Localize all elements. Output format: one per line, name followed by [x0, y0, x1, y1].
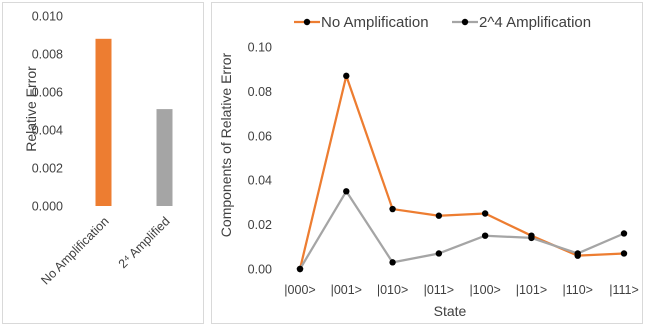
- bar-chart: 0.000 0.002 0.004 0.006 0.008 0.010 No Amplif…: [23, 10, 173, 288]
- bar-chart-y-tick-label: 0.008: [32, 48, 63, 62]
- line-chart-y-tick-label: 0.10: [248, 41, 272, 55]
- line-chart-y-tick-label: 0.04: [248, 174, 272, 188]
- line-chart-x-tick-label: |101>: [516, 283, 547, 297]
- series-line: [298, 74, 625, 270]
- line-chart-y-tick-label: 0.08: [248, 85, 272, 99]
- line-chart-panel: No Amplification 2^4 Amplification 0.00 0.…: [211, 2, 643, 324]
- line-chart-y-tick-label: 0.00: [248, 263, 272, 277]
- bar: [156, 109, 173, 206]
- line-chart-y-tick-label: 0.06: [248, 129, 272, 143]
- data-point: [481, 232, 489, 239]
- data-point: [528, 234, 535, 242]
- data-point: [620, 250, 628, 257]
- data-point: [574, 250, 581, 257]
- data-point: [343, 188, 350, 195]
- data-point: [620, 230, 628, 237]
- line-chart-x-tick-label: |011>: [424, 283, 454, 297]
- legend-label: 2^4 Amplification: [479, 14, 591, 31]
- data-point: [435, 250, 443, 257]
- bar-chart-y-tick-label: 0.006: [32, 86, 63, 100]
- bar: [95, 38, 112, 206]
- bar-chart-y-tick-label: 0.000: [32, 200, 63, 214]
- bar-chart-y-tick-label: 0.004: [32, 124, 63, 138]
- bar-chart-y-tick-label: 0.002: [32, 162, 63, 176]
- bar-chart-x-tick-label: No Amplification: [38, 214, 111, 287]
- data-point: [389, 205, 396, 213]
- line-chart-x-tick-label: |111>: [609, 283, 639, 297]
- legend-label: No Amplification: [321, 14, 429, 31]
- data-point: [296, 265, 304, 273]
- bar-chart-x-tick-label: 2⁴ Amplified: [116, 214, 173, 271]
- line-chart-x-tick-label: |110>: [562, 283, 592, 297]
- line-chart-y-axis-title: Components of Relative Error: [218, 52, 234, 237]
- series-line: [299, 190, 625, 270]
- bar-chart-panel: 0.000 0.002 0.004 0.006 0.008 0.010 No Amplif…: [2, 2, 204, 324]
- line-chart: No Amplification 2^4 Amplification 0.00 0.…: [218, 14, 639, 319]
- data-point: [389, 259, 396, 266]
- line-chart-x-axis-title: State: [434, 303, 467, 319]
- legend-marker: [303, 18, 311, 26]
- data-point: [435, 212, 443, 219]
- data-point: [343, 72, 350, 80]
- line-chart-x-tick-label: |100>: [469, 283, 500, 297]
- line-chart-x-tick-label: |000>: [284, 283, 315, 297]
- data-point: [481, 210, 489, 217]
- legend-marker: [461, 18, 469, 26]
- bar-chart-y-axis-title: Relative Error: [23, 66, 39, 152]
- line-chart-x-tick-label: |001>: [331, 283, 362, 297]
- bar-chart-y-tick-label: 0.010: [32, 10, 63, 24]
- line-chart-x-tick-label: |010>: [377, 283, 408, 297]
- line-chart-y-tick-label: 0.02: [248, 218, 272, 232]
